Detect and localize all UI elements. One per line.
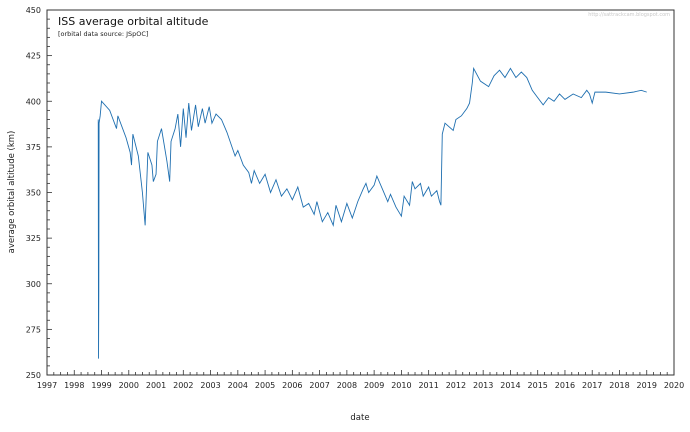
plot-frame [46, 9, 675, 376]
x-tick-label: 2009 [364, 381, 384, 390]
x-tick-label: 2008 [337, 381, 357, 390]
x-tick-label: 2013 [473, 381, 493, 390]
series-line [97, 66, 647, 359]
y-tick-label: 400 [26, 97, 41, 106]
x-tick-label: 2010 [391, 381, 411, 390]
x-tick-label: 2019 [637, 381, 657, 390]
x-tick-label: 2007 [309, 381, 329, 390]
x-tick-label: 2005 [255, 381, 275, 390]
x-tick-label: 2004 [228, 381, 248, 390]
x-tick-label: 1997 [37, 381, 57, 390]
x-tick-label: 2012 [446, 381, 466, 390]
x-tick-label: 2018 [609, 381, 629, 390]
y-tick-label: 350 [26, 189, 41, 198]
x-tick-label: 2006 [282, 381, 302, 390]
y-tick-label: 450 [26, 6, 41, 15]
y-tick-label: 300 [26, 280, 41, 289]
x-tick-label: 2016 [555, 381, 575, 390]
chart-title: ISS average orbital altitude [58, 15, 209, 28]
x-tick-label: 2002 [173, 381, 193, 390]
x-tick-label: 1998 [64, 381, 84, 390]
y-axis-label: average orbital altitude (km) [7, 131, 17, 254]
x-tick-label: 2014 [500, 381, 520, 390]
y-tick-label: 250 [26, 371, 41, 380]
x-tick-label: 1999 [91, 381, 111, 390]
x-tick-label: 2003 [200, 381, 220, 390]
x-tick-label: 2011 [418, 381, 438, 390]
x-axis-label: date [350, 413, 369, 423]
x-tick-label: 2017 [582, 381, 602, 390]
watermark: http://sattrackcam.blogspot.com [588, 12, 670, 18]
chart-subtitle: [orbital data source: JSpOC] [58, 30, 148, 38]
x-tick-label: 2000 [119, 381, 139, 390]
y-tick-label: 275 [26, 325, 41, 334]
x-tick-label: 2015 [528, 381, 548, 390]
x-tick-label: 2020 [664, 381, 684, 390]
y-tick-label: 375 [26, 143, 41, 152]
y-tick-label: 425 [26, 52, 41, 61]
x-tick-label: 2001 [146, 381, 166, 390]
y-tick-label: 325 [26, 234, 41, 243]
